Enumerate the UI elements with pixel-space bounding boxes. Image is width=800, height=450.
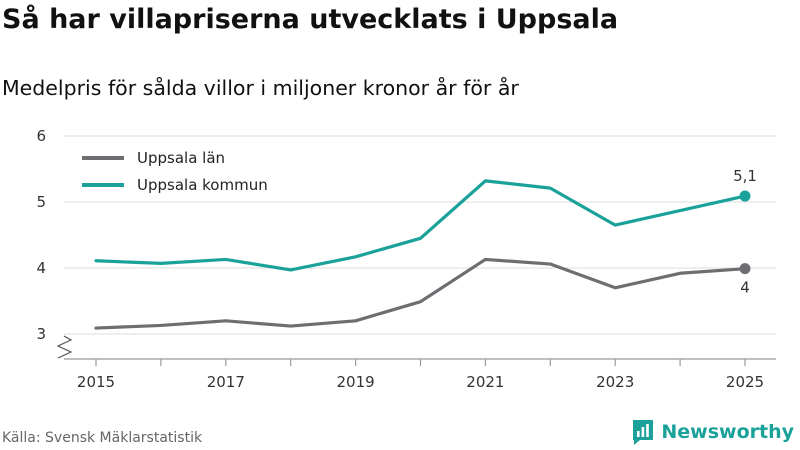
legend-background (74, 146, 306, 198)
gridlines (64, 135, 776, 335)
brand-name: Newsworthy (661, 421, 794, 443)
end-point-marker (739, 190, 751, 202)
chart-title: Så har villapriserna utvecklats i Uppsal… (2, 4, 619, 35)
axis-break-icon (56, 335, 73, 359)
x-tick-label: 2025 (726, 373, 764, 391)
y-tick-label: 5 (36, 193, 46, 211)
brand-logo: Newsworthy (631, 418, 794, 446)
axes: 3 4 5 6 2015 2017 2019 2021 2023 2025 (36, 127, 776, 391)
line-chart: 3 4 5 6 2015 2017 2019 2021 2023 2025 Uppsala län… (36, 127, 776, 391)
series-layer (94, 179, 751, 330)
x-tick-label: 2017 (207, 373, 245, 391)
series-line-uppsala-lan (94, 257, 747, 330)
end-labels: 45,1 (733, 167, 757, 297)
chart-subtitle: Medelpris för sålda villor i miljoner kr… (2, 76, 519, 100)
y-tick-label: 6 (36, 127, 46, 145)
end-value-label: 5,1 (733, 167, 757, 185)
legend-label: Uppsala län (137, 149, 225, 167)
end-value-label: 4 (740, 279, 750, 297)
y-tick-label: 3 (36, 325, 46, 343)
series-line-uppsala-kommun (94, 179, 747, 272)
x-tick-label: 2019 (337, 373, 375, 391)
source-note: Källa: Svensk Mäklarstatistik (2, 430, 203, 446)
newsworthy-logo-icon (633, 420, 654, 445)
x-tick-label: 2021 (466, 373, 504, 391)
legend-label: Uppsala kommun (137, 176, 268, 194)
x-tick-label: 2023 (596, 373, 634, 391)
legend: Uppsala län Uppsala kommun (74, 146, 306, 198)
y-tick-label: 4 (36, 259, 46, 277)
x-tick-label: 2015 (77, 373, 115, 391)
end-point-marker (739, 263, 751, 275)
